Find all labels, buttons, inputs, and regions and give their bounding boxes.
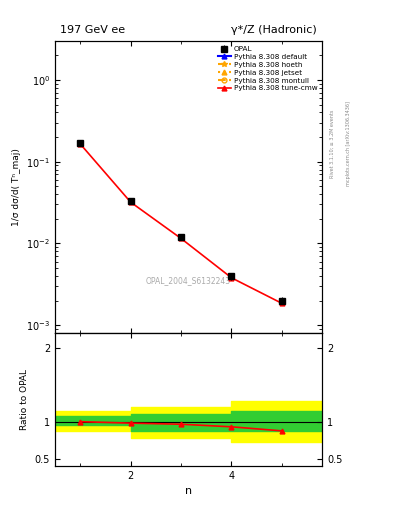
Pythia 8.308 tune-cmw [128, 199, 133, 205]
Text: 197 GeV ee: 197 GeV ee [61, 25, 125, 35]
Line: Pythia 8.308 tune-cmw: Pythia 8.308 tune-cmw [78, 141, 285, 306]
Y-axis label: Ratio to OPAL: Ratio to OPAL [20, 369, 29, 430]
Pythia 8.308 tune-cmw [179, 236, 184, 242]
Legend: OPAL, Pythia 8.308 default, Pythia 8.308 hoeth, Pythia 8.308 jetset, Pythia 8.30: OPAL, Pythia 8.308 default, Pythia 8.308… [216, 45, 319, 93]
Text: mcplots.cern.ch [arXiv:1306.3436]: mcplots.cern.ch [arXiv:1306.3436] [346, 101, 351, 186]
X-axis label: n: n [185, 486, 192, 496]
Pythia 8.308 tune-cmw [229, 275, 234, 281]
Text: Rivet 3.1.10; ≥ 3.2M events: Rivet 3.1.10; ≥ 3.2M events [330, 109, 335, 178]
Text: γ*/Z (Hadronic): γ*/Z (Hadronic) [231, 25, 317, 35]
Pythia 8.308 tune-cmw [279, 300, 284, 306]
Y-axis label: 1/σ dσ/d( Tⁿ_maj): 1/σ dσ/d( Tⁿ_maj) [12, 148, 20, 226]
Pythia 8.308 tune-cmw [78, 141, 83, 147]
Text: OPAL_2004_S6132243: OPAL_2004_S6132243 [146, 276, 231, 285]
